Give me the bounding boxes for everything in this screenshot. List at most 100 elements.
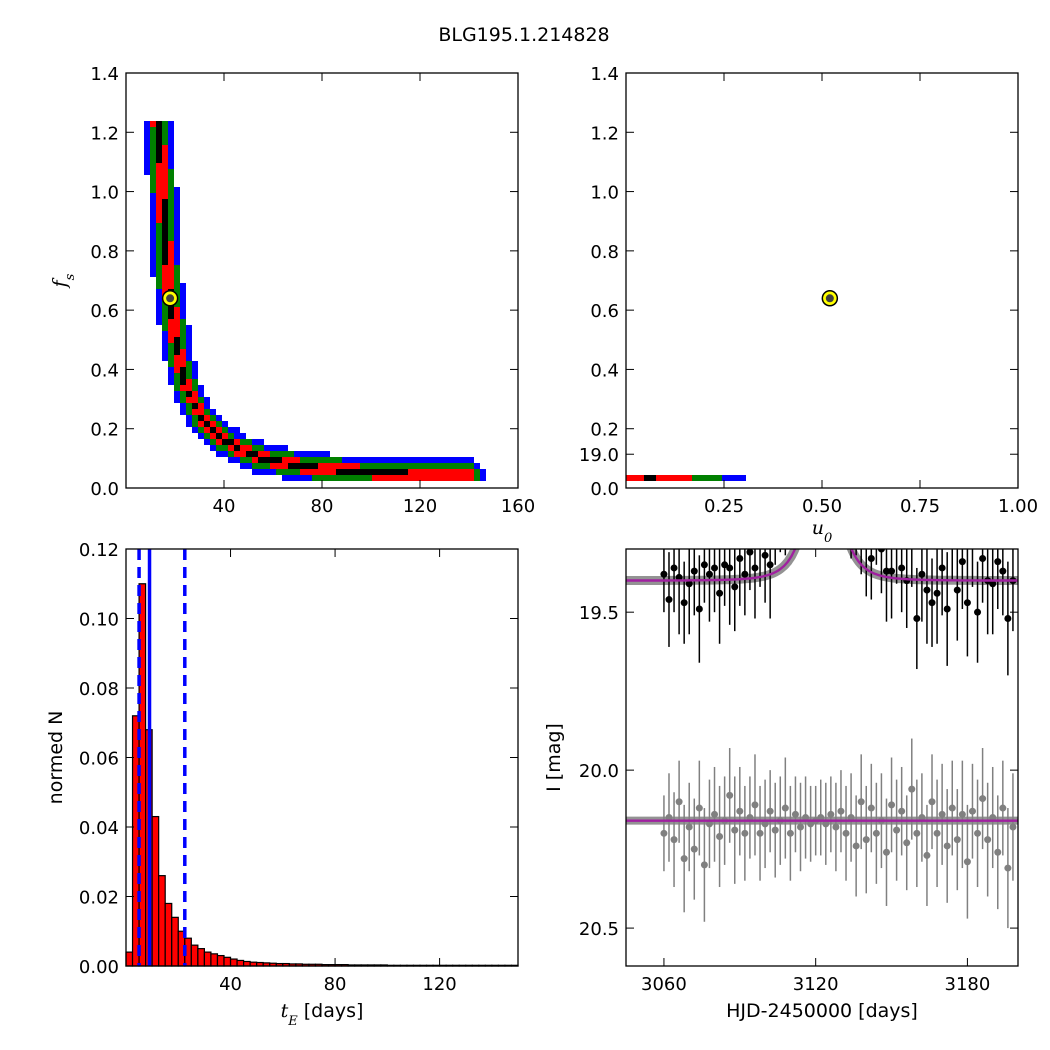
- panel-bottom-right-data-point: [908, 785, 916, 793]
- panel-top-left-cell: [162, 187, 168, 193]
- panel-top-left-cell: [426, 463, 432, 469]
- panel-top-left-ytick-label: 1.0: [90, 183, 119, 204]
- panel-bottom-left-bar: [190, 944, 199, 967]
- panel-bottom-right-data-point: [832, 444, 839, 451]
- panel-top-left-cell: [186, 367, 192, 373]
- panel-top-left-ytick-label: 0.0: [90, 479, 119, 500]
- panel-top-right-xtick-label: 0.75: [900, 496, 940, 517]
- panel-top-left-cell: [174, 361, 180, 367]
- panel-top-left-cell: [162, 271, 168, 277]
- panel-top-right-cell: [650, 475, 656, 481]
- panel-bottom-right-data-point: [716, 589, 724, 597]
- panel-top-left-cell: [180, 337, 186, 343]
- panel-top-left-cell: [234, 427, 240, 433]
- panel-top-right: 0.25 0.50 0.75 1.00 0.0 0.2 0.4 0.6 0.8 1.0 1.2 1.4…: [590, 64, 1038, 546]
- panel-top-left-cell: [180, 373, 186, 379]
- panel-top-left-cell: [186, 409, 192, 415]
- panel-top-left-cell: [150, 175, 156, 181]
- panel-bottom-left-bar: [243, 960, 251, 967]
- panel-top-left-cell: [156, 271, 162, 277]
- panel-top-left-cell: [168, 325, 174, 331]
- panel-top-left-cell: [276, 451, 282, 457]
- panel-bottom-right-data-point: [797, 823, 805, 831]
- panel-bottom-right-data-point: [857, 798, 865, 806]
- panel-top-left-cell: [252, 439, 258, 445]
- panel-top-left-cell: [144, 133, 150, 139]
- panel-top-left-cell: [222, 439, 228, 445]
- panel-top-left-cell: [162, 343, 168, 349]
- panel-bottom-right-data-point: [726, 791, 734, 799]
- panel-bottom-right-data-point: [772, 520, 779, 527]
- panel-top-left-cell: [192, 385, 198, 391]
- panel-top-left-cell: [162, 199, 168, 205]
- panel-top-left-cell: [390, 463, 396, 469]
- panel-top-left-cell: [168, 253, 174, 259]
- panel-bottom-right-data-point: [910, 549, 914, 550]
- panel-top-left-cell: [156, 277, 162, 283]
- panel-top-left-cell: [162, 235, 168, 241]
- panel-top-left-cell: [156, 121, 162, 127]
- panel-bottom-right-data-point: [852, 842, 860, 850]
- panel-bottom-right-data-point: [958, 558, 966, 566]
- panel-top-left-cell: [222, 451, 228, 457]
- panel-top-left-cell: [228, 457, 234, 463]
- panel-top-left-cell: [246, 463, 252, 469]
- panel-top-left-cell: [240, 451, 246, 457]
- panel-top-left-cell: [174, 289, 180, 295]
- panel-top-left-cell: [198, 391, 204, 397]
- panel-top-left-cell: [180, 307, 186, 313]
- panel-top-left-cell: [156, 289, 162, 295]
- panel-top-left-cell: [252, 457, 258, 463]
- panel-top-left-cell: [150, 217, 156, 223]
- panel-top-left-cell: [300, 475, 306, 481]
- panel-top-left-cell: [174, 253, 180, 259]
- panel-top-left-cell: [144, 169, 150, 175]
- panel-top-left-cell: [294, 475, 300, 481]
- panel-top-left-cell: [456, 457, 462, 463]
- panel-top-left-cell: [342, 457, 348, 463]
- panel-bottom-left-ytick-label: 0.12: [79, 540, 119, 561]
- panel-bottom-right-data-point: [953, 836, 961, 844]
- panel-top-left-cell: [174, 265, 180, 271]
- panel-bottom-right-ytick-label: 20.0: [579, 761, 619, 782]
- panel-top-left-cell: [324, 475, 330, 481]
- panel-top-left-cell: [408, 463, 414, 469]
- panel-top-left-cell: [396, 469, 402, 475]
- panel-top-left-cell: [204, 409, 210, 415]
- panel-top-left-cell: [252, 469, 258, 475]
- panel-top-left-cell: [168, 127, 174, 133]
- panel-top-right-cells: [626, 475, 746, 481]
- panel-top-left-cell: [462, 463, 468, 469]
- panel-top-left-cell: [216, 451, 222, 457]
- panel-top-left-cell: [174, 343, 180, 349]
- panel-top-left-cell: [192, 391, 198, 397]
- panel-top-left-cell: [156, 301, 162, 307]
- panel-top-left-cell: [198, 427, 204, 433]
- panel-top-left-cell: [336, 463, 342, 469]
- panel-top-left-cell: [288, 451, 294, 457]
- panel-bottom-right-data-point: [807, 425, 814, 432]
- panel-top-left-cell: [210, 439, 216, 445]
- panel-top-left-cell: [300, 463, 306, 469]
- panel-bottom-left-ytick-label: 0.00: [79, 957, 119, 978]
- panel-bottom-right-data-point: [670, 564, 678, 572]
- panel-top-left-cell: [294, 451, 300, 457]
- panel-top-right-xtick-label: 0.25: [704, 496, 744, 517]
- panel-top-left-cell: [162, 283, 168, 289]
- panel-bottom-right-data-point: [751, 801, 759, 809]
- panel-top-left-cell: [396, 457, 402, 463]
- panel-bottom-left-bar: [236, 959, 245, 967]
- panel-bottom-right-data-point: [842, 829, 850, 837]
- panel-top-left-cell: [276, 469, 282, 475]
- panel-bottom-right-data-point: [888, 801, 896, 809]
- panel-top-left-cell: [180, 343, 186, 349]
- panel-bottom-right-data-point: [853, 504, 860, 511]
- panel-top-left-cell: [156, 259, 162, 265]
- panel-bottom-left-xtick-label: 40: [219, 974, 242, 995]
- panel-top-left-cell: [186, 421, 192, 427]
- panel-top-left-cell: [372, 463, 378, 469]
- panel-top-right-ytick-label: 0.2: [590, 420, 619, 441]
- panel-top-right-cell: [740, 475, 746, 481]
- panel-top-left-cell: [186, 373, 192, 379]
- panel-bottom-right-data-point: [731, 583, 739, 591]
